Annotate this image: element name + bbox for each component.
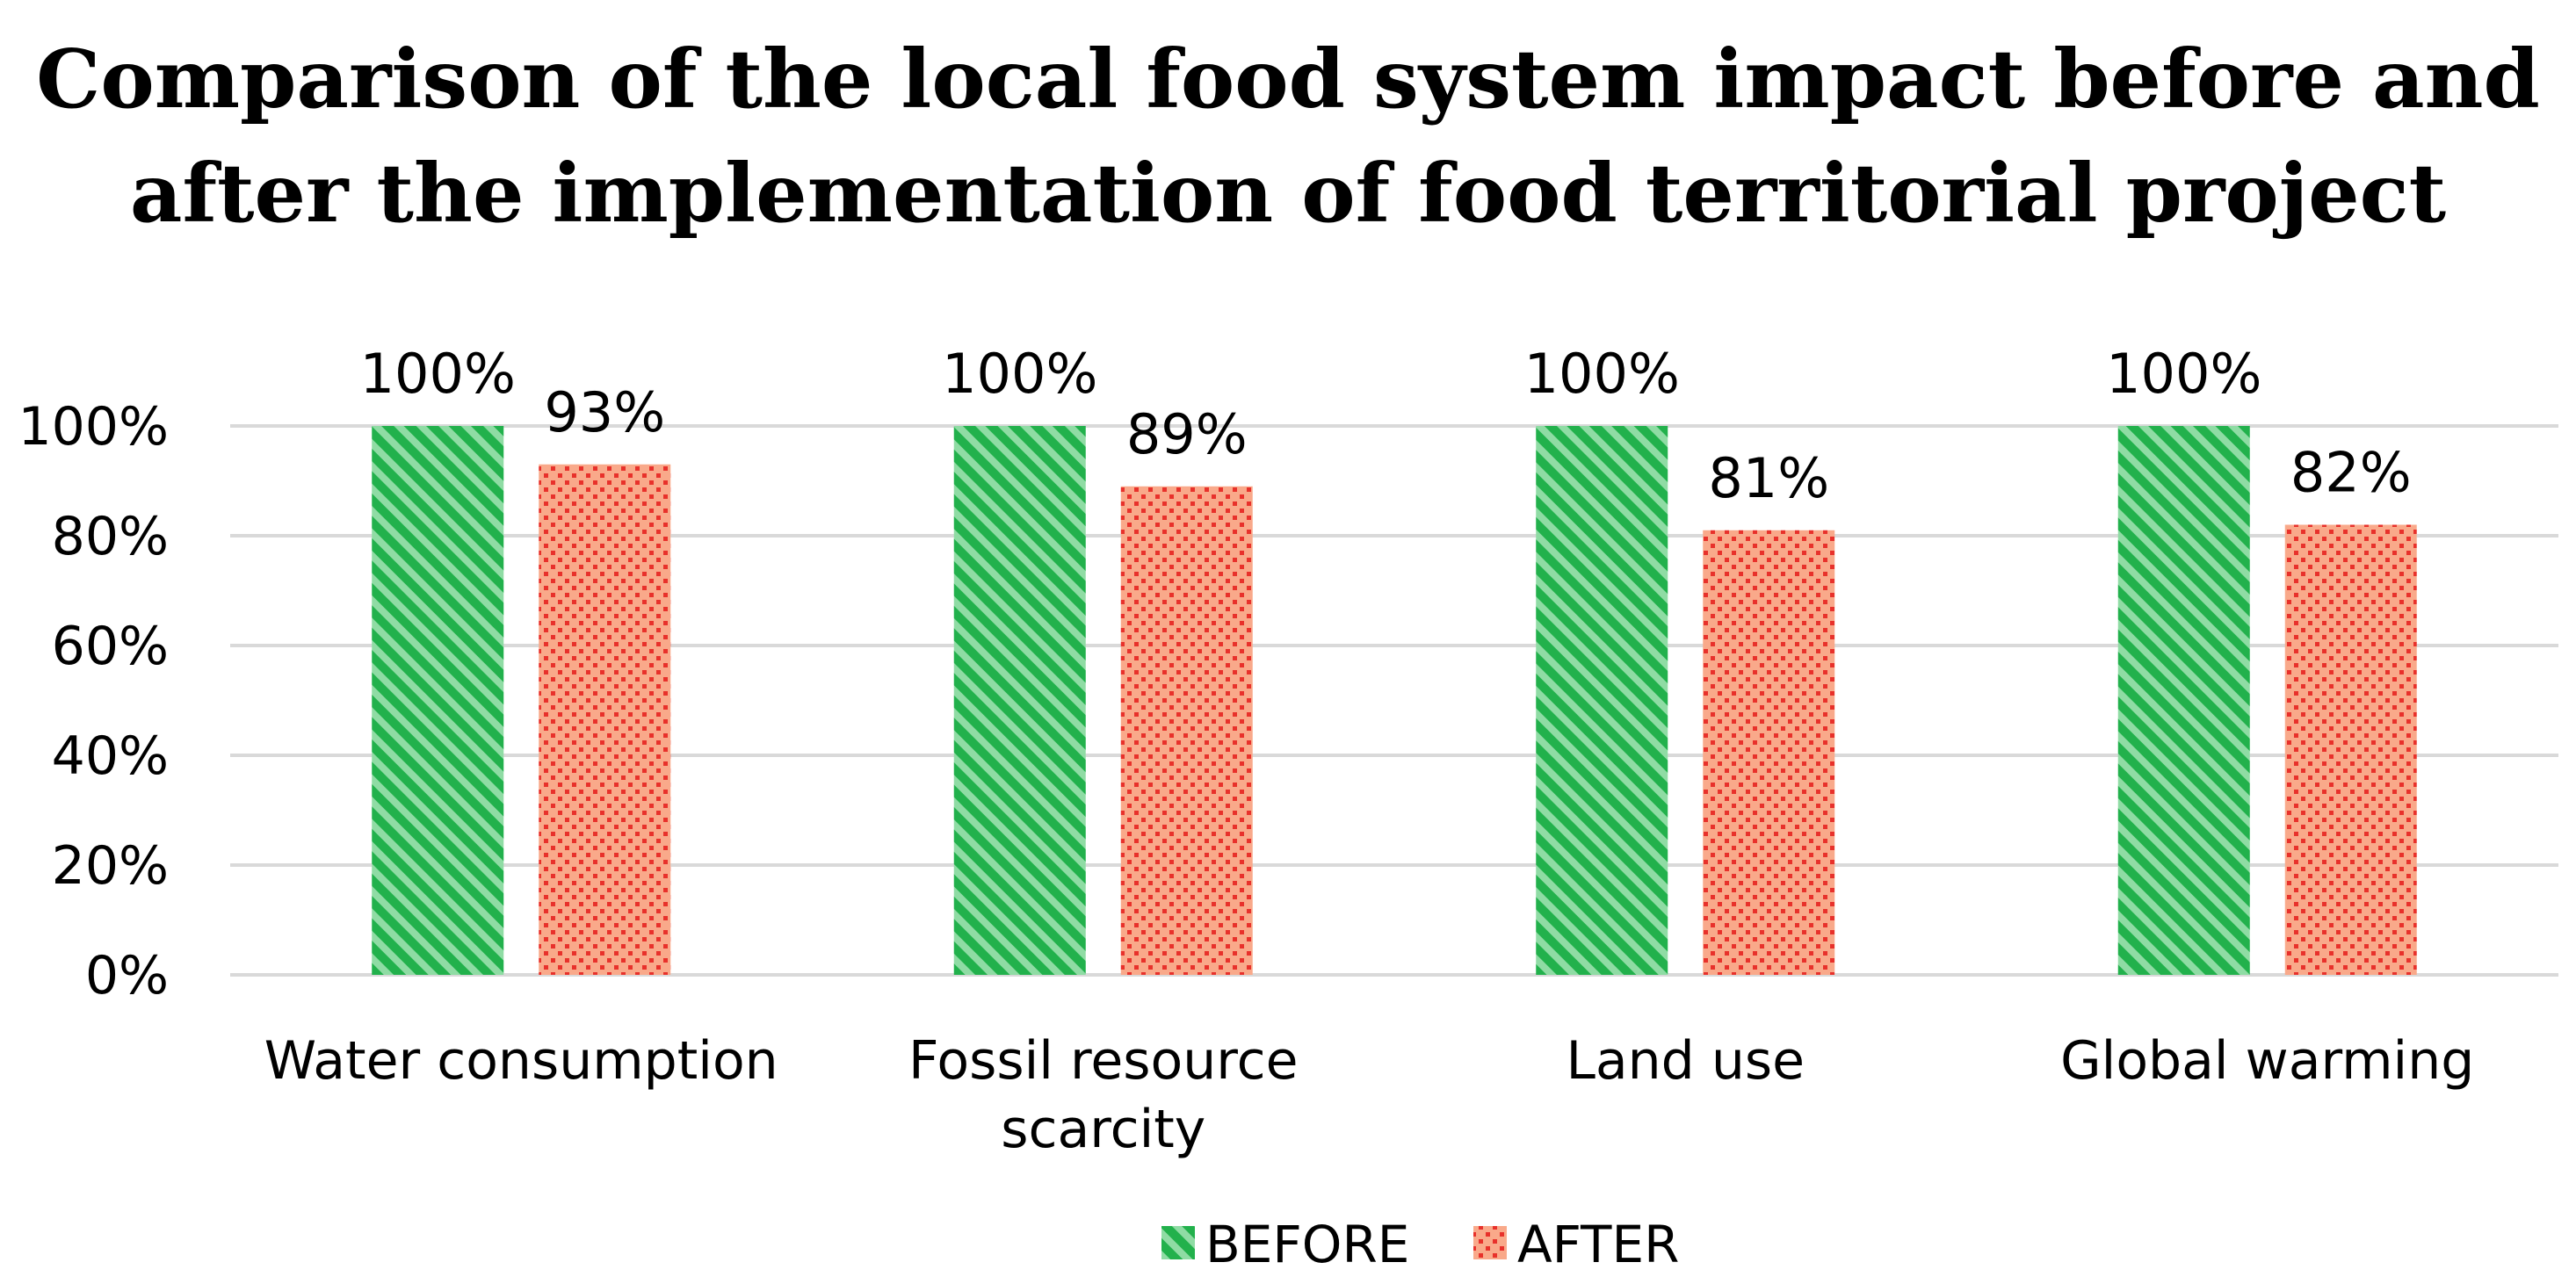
chart-title-line-2: after the implementation of food territo… bbox=[130, 146, 2447, 241]
legend-label-after: AFTER bbox=[1517, 1215, 1679, 1274]
bar-after-2 bbox=[1703, 530, 1835, 975]
x-tick-label: Global warming bbox=[2060, 1030, 2474, 1092]
data-label-after-2: 81% bbox=[1708, 446, 1829, 510]
bar-after-1 bbox=[1120, 486, 1253, 975]
y-tick-label: 0% bbox=[85, 945, 169, 1006]
x-tick-label: scarcity bbox=[1001, 1099, 1205, 1160]
y-tick-label: 100% bbox=[18, 396, 169, 458]
bar-before-1 bbox=[953, 426, 1086, 975]
y-tick-label: 60% bbox=[52, 616, 169, 677]
y-tick-label: 20% bbox=[52, 835, 169, 897]
bar-before-0 bbox=[372, 426, 504, 975]
x-tick-label: Land use bbox=[1566, 1030, 1805, 1092]
legend-swatch-before bbox=[1161, 1226, 1195, 1259]
x-tick-label: Fossil resource bbox=[908, 1030, 1299, 1092]
bars bbox=[372, 426, 2417, 975]
data-label-after-3: 82% bbox=[2290, 441, 2412, 505]
y-axis: 0% 20% 40% 60% 80% 100% bbox=[18, 396, 169, 1006]
legend-item-before: BEFORE bbox=[1161, 1215, 1409, 1274]
y-tick-label: 80% bbox=[52, 506, 169, 567]
bar-before-2 bbox=[1536, 426, 1668, 975]
data-label-after-1: 89% bbox=[1126, 402, 1248, 466]
data-label-after-0: 93% bbox=[544, 380, 665, 444]
y-tick-label: 40% bbox=[52, 725, 169, 787]
x-axis: Water consumption Fossil resource scarcity… bbox=[264, 1030, 2475, 1160]
legend-item-after: AFTER bbox=[1473, 1215, 1679, 1274]
data-labels: 100% 100% 100% 100% 93% 89% 81% 82% bbox=[360, 342, 2412, 510]
bar-before-3 bbox=[2117, 426, 2250, 975]
legend-label-before: BEFORE bbox=[1205, 1215, 1409, 1274]
data-label-before-3: 100% bbox=[2106, 342, 2261, 406]
bar-after-0 bbox=[539, 464, 671, 975]
legend: BEFORE AFTER bbox=[1161, 1215, 1679, 1274]
x-tick-label: Water consumption bbox=[264, 1030, 778, 1092]
data-label-before-1: 100% bbox=[942, 342, 1097, 406]
bar-after-3 bbox=[2284, 524, 2417, 975]
data-label-before-0: 100% bbox=[360, 342, 516, 406]
data-label-before-2: 100% bbox=[1524, 342, 1680, 406]
legend-swatch-after bbox=[1473, 1226, 1507, 1259]
chart-title: Comparison of the local food system impa… bbox=[36, 32, 2540, 241]
chart-title-line-1: Comparison of the local food system impa… bbox=[36, 32, 2540, 126]
